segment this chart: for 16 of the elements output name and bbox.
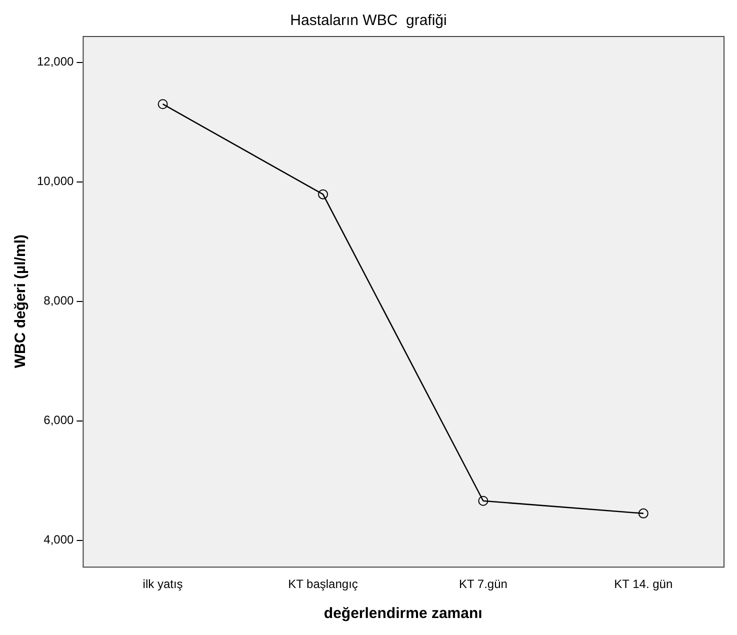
point <box>478 496 488 506</box>
x-tick-label: KT başlangıç <box>288 577 358 592</box>
point <box>158 99 168 110</box>
y-tick-label: 8,000 <box>44 294 74 308</box>
y-axis-title: WBC değeri (µl/ml) <box>12 234 30 368</box>
y-tick-label: 10,000 <box>37 174 74 188</box>
x-tick-label: KT 14. gün <box>614 577 673 592</box>
point <box>318 189 328 200</box>
y-tick-label: 12,000 <box>37 54 74 69</box>
point <box>638 508 648 518</box>
x-tick-label: ilk yatış <box>142 577 183 592</box>
y-tick-label: 6,000 <box>44 413 74 428</box>
y-tick-label: 4,000 <box>44 532 74 547</box>
x-tick-label: KT 7.gün <box>458 577 508 592</box>
chart-title: Hastaların WBC grafiği <box>290 12 447 30</box>
x-axis-title: değerlendirme zamanı <box>324 605 482 622</box>
